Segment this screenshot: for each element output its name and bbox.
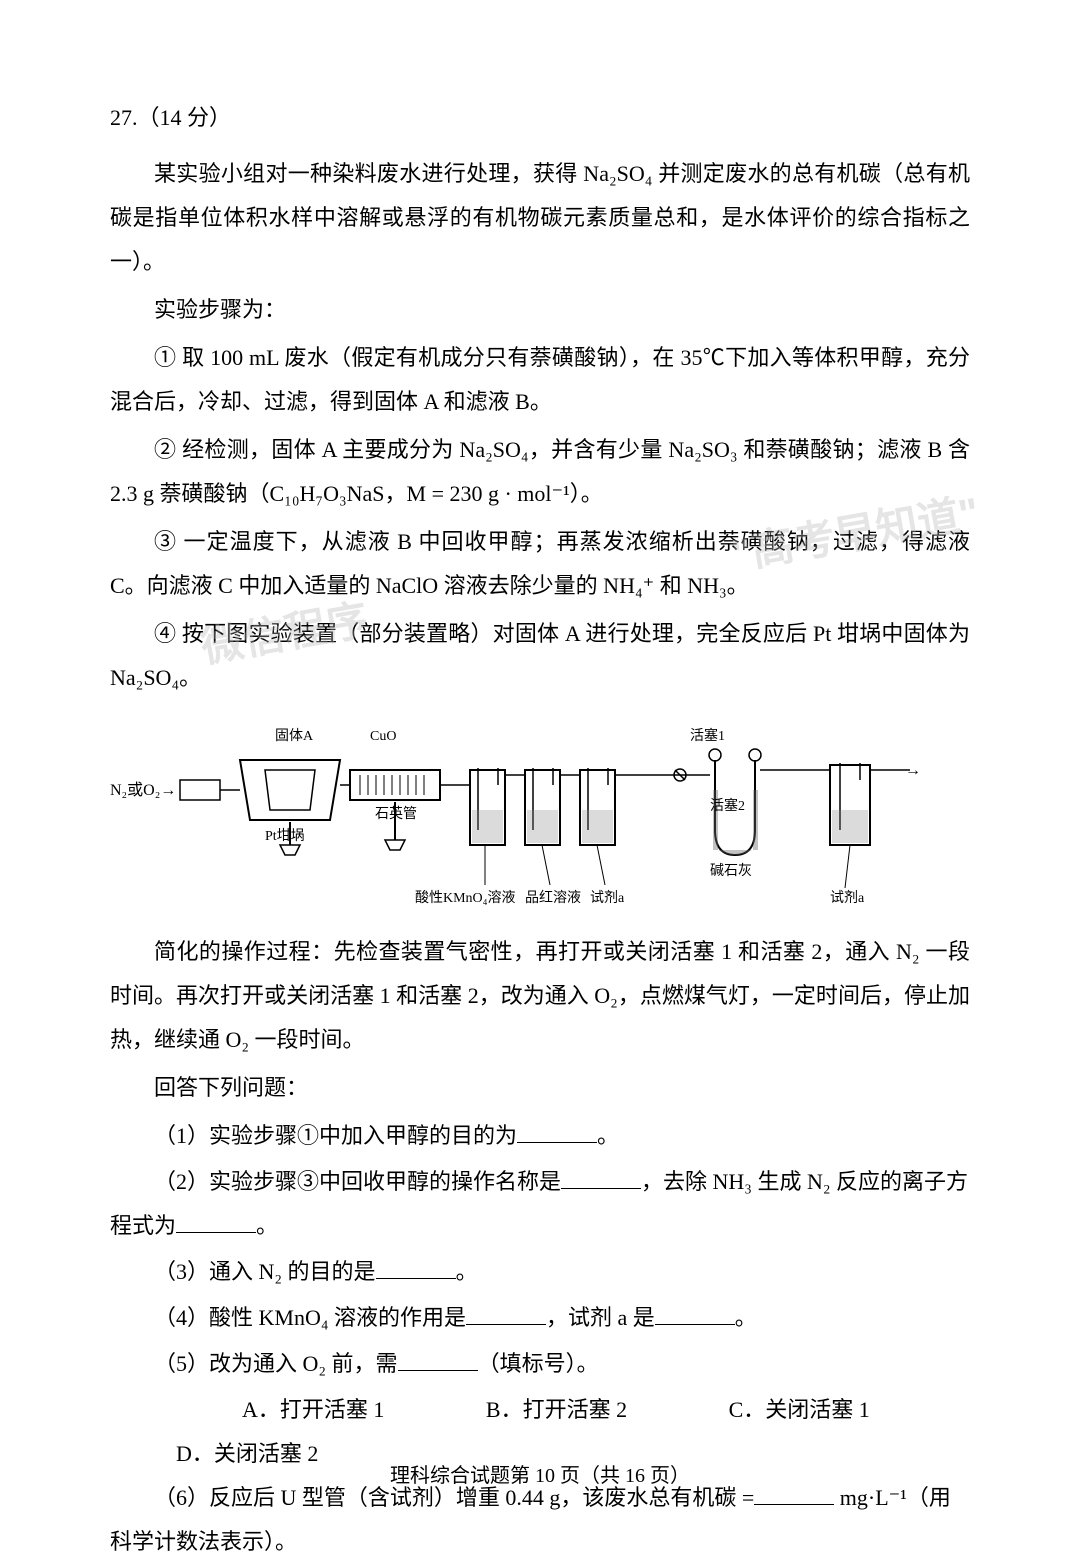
steps-title: 实验步骤为： xyxy=(110,288,970,332)
q4-middle: ，试剂 a 是 xyxy=(546,1305,655,1330)
stopcock2-label: 活塞2 xyxy=(710,797,745,814)
q6-blank xyxy=(754,1485,834,1505)
q4-prefix: （4）酸性 KMnO₄ 溶液的作用是 xyxy=(154,1305,466,1330)
q2-suffix: 。 xyxy=(256,1213,278,1238)
q1-suffix: 。 xyxy=(597,1123,619,1148)
intro-paragraph: 某实验小组对一种染料废水进行处理，获得 Na₂SO₄ 并测定废水的总有机碳（总有… xyxy=(110,152,970,284)
option-c: C．关闭活塞 1 xyxy=(663,1388,870,1432)
gas-inlet-label: N₂或O₂→ xyxy=(110,781,176,799)
question-3: （3）通入 N₂ 的目的是 。 xyxy=(110,1250,970,1294)
answer-title: 回答下列问题： xyxy=(110,1066,970,1110)
step-3: ③ 一定温度下，从滤液 B 中回收甲醇；再蒸发浓缩析出萘磺酸钠，过滤，得滤液 C… xyxy=(110,520,970,608)
q2-prefix: （2）实验步骤③中回收甲醇的操作名称是 xyxy=(154,1169,561,1194)
q6-prefix: （6）反应后 U 型管（含试剂）增重 0.44 g，该废水总有机碳 = xyxy=(154,1485,754,1510)
soda-lime-label: 碱石灰 xyxy=(710,863,752,879)
svg-text:→: → xyxy=(905,762,921,779)
q3-blank xyxy=(376,1259,456,1279)
q3-suffix: 。 xyxy=(456,1259,478,1284)
reagent-a-right-label: 试剂a xyxy=(830,890,865,906)
q1-blank xyxy=(517,1123,597,1143)
page-footer: 理科综合试题第 10 页（共 16 页） xyxy=(0,1459,1080,1488)
q2-blank2 xyxy=(176,1213,256,1233)
step-2: ② 经检测，固体 A 主要成分为 Na₂SO₄，并含有少量 Na₂SO₃ 和萘磺… xyxy=(110,428,970,516)
solid-a-label: 固体A xyxy=(275,728,314,744)
experiment-diagram: N₂或O₂→ 固体A Pt坩埚 CuO 石英管 xyxy=(110,710,970,910)
diagram-svg: N₂或O₂→ 固体A Pt坩埚 CuO 石英管 xyxy=(110,710,970,910)
q4-blank2 xyxy=(655,1305,735,1325)
question-2: （2）实验步骤③中回收甲醇的操作名称是，去除 NH₃ 生成 N₂ 反应的离子方程… xyxy=(110,1160,970,1248)
q4-suffix: 。 xyxy=(735,1305,757,1330)
q5-prefix: （5）改为通入 O₂ 前，需 xyxy=(154,1351,398,1376)
cuo-label: CuO xyxy=(370,729,396,744)
operation-paragraph: 简化的操作过程：先检查装置气密性，再打开或关闭活塞 1 和活塞 2，通入 N₂ … xyxy=(110,930,970,1062)
q3-prefix: （3）通入 N₂ 的目的是 xyxy=(154,1259,376,1284)
q4-blank1 xyxy=(466,1305,546,1325)
option-a: A．打开活塞 1 xyxy=(176,1388,384,1432)
reagent-a-label: 试剂a xyxy=(590,890,625,906)
q1-prefix: （1）实验步骤①中加入甲醇的目的为 xyxy=(154,1123,517,1148)
pt-crucible-label: Pt坩埚 xyxy=(265,828,305,844)
fuchsin-label: 品红溶液 xyxy=(525,890,581,906)
step-4: ④ 按下图实验装置（部分装置略）对固体 A 进行处理，完全反应后 Pt 坩埚中固… xyxy=(110,612,970,700)
question-4: （4）酸性 KMnO₄ 溶液的作用是 ，试剂 a 是 。 xyxy=(110,1296,970,1340)
step-1: ① 取 100 mL 废水（假定有机成分只有萘磺酸钠），在 35℃下加入等体积甲… xyxy=(110,336,970,424)
stopcock1-label: 活塞1 xyxy=(690,727,725,744)
option-b: B．打开活塞 2 xyxy=(420,1388,627,1432)
kmno4-label: 酸性KMnO₄溶液 xyxy=(415,890,516,906)
question-5: （5）改为通入 O₂ 前，需 （填标号）。 xyxy=(110,1342,970,1386)
q5-suffix: （填标号）。 xyxy=(478,1351,599,1376)
question-1: （1）实验步骤①中加入甲醇的目的为 。 xyxy=(110,1114,970,1158)
q2-blank1 xyxy=(561,1169,641,1189)
question-6: （6）反应后 U 型管（含试剂）增重 0.44 g，该废水总有机碳 = mg·L… xyxy=(110,1476,970,1564)
question-number: 27.（14 分） xyxy=(110,100,970,132)
q5-blank xyxy=(398,1351,478,1371)
